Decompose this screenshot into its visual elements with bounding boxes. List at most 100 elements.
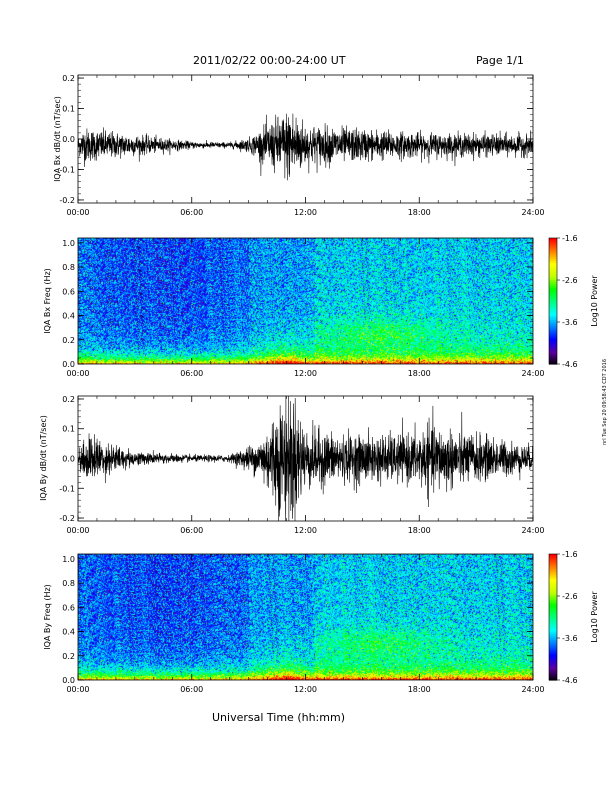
colorbar-segment [549,635,557,639]
x-tick-label: 18:00 [408,369,431,378]
colorbar-segment [549,353,557,357]
colorbar-segment [549,581,557,584]
colorbar-segment [549,357,557,361]
colorbar-segment [549,640,557,643]
colorbar-segment [549,351,557,355]
colorbar-segment [549,248,557,252]
colorbar-segment [549,324,557,327]
colorbar-tick-label: -2.6 [562,592,578,601]
colorbar-segment [549,646,557,650]
colorbar-segment [549,309,557,313]
colorbar-segment [549,669,557,673]
colorbar-segment [549,259,557,262]
colorbar-segment [549,340,557,344]
bx-spectrogram-image [78,238,533,364]
y-tick-label: 0.4 [62,312,75,321]
colorbar-segment [549,355,557,359]
page-number: Page 1/1 [476,54,524,67]
colorbar-segment [549,345,557,348]
by-timeseries-ticks: 00:00 06:00 12:00 18:00 24:00 0.2 0.1 0.0 -0.1 -0… [59,395,544,535]
colorbar-segment [549,263,557,266]
colorbar-segment [549,240,557,243]
bx-spectrogram-ylabel: IQA Bx Freq (Hz) [43,268,52,334]
colorbar-segment [549,330,557,334]
colorbar-segment [549,315,557,319]
colorbar-segment [549,614,557,618]
colorbar-label: Log10 Power [590,591,599,643]
colorbar-segment [549,600,557,603]
colorbar-segment [549,654,557,658]
colorbar-segment [549,292,557,296]
colorbar-segment [549,294,557,298]
x-tick-label: 00:00 [66,369,89,378]
colorbar-segment [549,256,557,260]
y-tick-label: 0.0 [62,360,75,369]
colorbar-segment [549,280,557,283]
colorbar-segment [549,589,557,593]
y-tick-label: 0.8 [62,579,75,588]
x-tick-label: 00:00 [66,208,89,217]
x-tick-label: 18:00 [408,685,431,694]
colorbar-segment [549,562,557,566]
colorbar-segment [549,677,557,681]
bx-timeseries-ticks: 00:00 06:00 12:00 18:00 24:00 0.2 0.1 0.0 -0.1 -0… [59,74,544,217]
series-line [77,395,534,522]
colorbar-segment [549,298,557,302]
colorbar-frame [548,553,558,681]
y-tick-label: 1.0 [62,555,75,564]
x-tick-label: 06:00 [180,526,203,535]
x-tick-label: 06:00 [180,369,203,378]
colorbar-segment [549,359,557,363]
colorbar-segment [549,583,557,587]
colorbar-segment [549,652,557,656]
colorbar-segment [549,606,557,610]
colorbar-segment [549,648,557,652]
colorbar-segment [549,332,557,336]
colorbar-segment [549,623,557,626]
x-tick-label: 12:00 [294,685,317,694]
credit-stamp: nrl Tue Sep 20 09:58:43 CDT 2016 [602,359,608,445]
colorbar-segment [549,631,557,635]
colorbar-segment [549,361,557,365]
colorbar-frame [548,237,558,365]
bx-colorbar: -1.6 -2.6 -3.6 -4.6 Log10 Power [548,234,599,369]
y-tick-label: 0.4 [62,628,75,637]
colorbar-segment [549,556,557,559]
colorbar-segment [549,671,557,675]
colorbar-segment [549,617,557,620]
colorbar-segment [549,621,557,624]
series-line [77,113,534,181]
colorbar-segment [549,275,557,279]
colorbar-segment [549,347,557,350]
bx-spectrogram-ticks: 00:00 06:00 12:00 18:00 24:00 1.0 0.8 0.6 0.4 0.2… [62,238,545,378]
x-tick-label: 18:00 [408,526,431,535]
colorbar-segment [549,675,557,679]
colorbar-segment [549,633,557,637]
colorbar-segment [549,554,557,557]
colorbar-segment [549,282,557,285]
bx-timeseries-panel: 00:00 06:00 12:00 18:00 24:00 0.2 0.1 0.0 -0.1 -0… [53,74,545,217]
colorbar-segment [549,338,557,342]
colorbar-segment [549,570,557,574]
y-tick-label: 0.2 [62,336,75,345]
colorbar-segment [549,322,557,325]
colorbar-label: Log10 Power [590,275,599,327]
colorbar-tick-label: -4.6 [562,676,578,685]
colorbar-segment [549,558,557,561]
by-timeseries-trace [77,395,534,522]
colorbar-segment [549,560,557,563]
colorbar-tick-label: -4.6 [562,360,578,369]
colorbar-segment [549,238,557,241]
colorbar-segment [549,317,557,321]
page-title: 2011/02/22 00:00-24:00 UT [193,54,346,67]
x-tick-label: 06:00 [180,208,203,217]
colorbar-tick-label: -3.6 [562,318,578,327]
y-tick-label: 0.6 [62,287,75,296]
colorbar-segment [549,277,557,281]
colorbar-segment [549,303,557,306]
colorbar-segment [549,644,557,647]
colorbar-segment [549,254,557,258]
colorbar-segment [549,593,557,597]
colorbar-segment [549,343,557,346]
